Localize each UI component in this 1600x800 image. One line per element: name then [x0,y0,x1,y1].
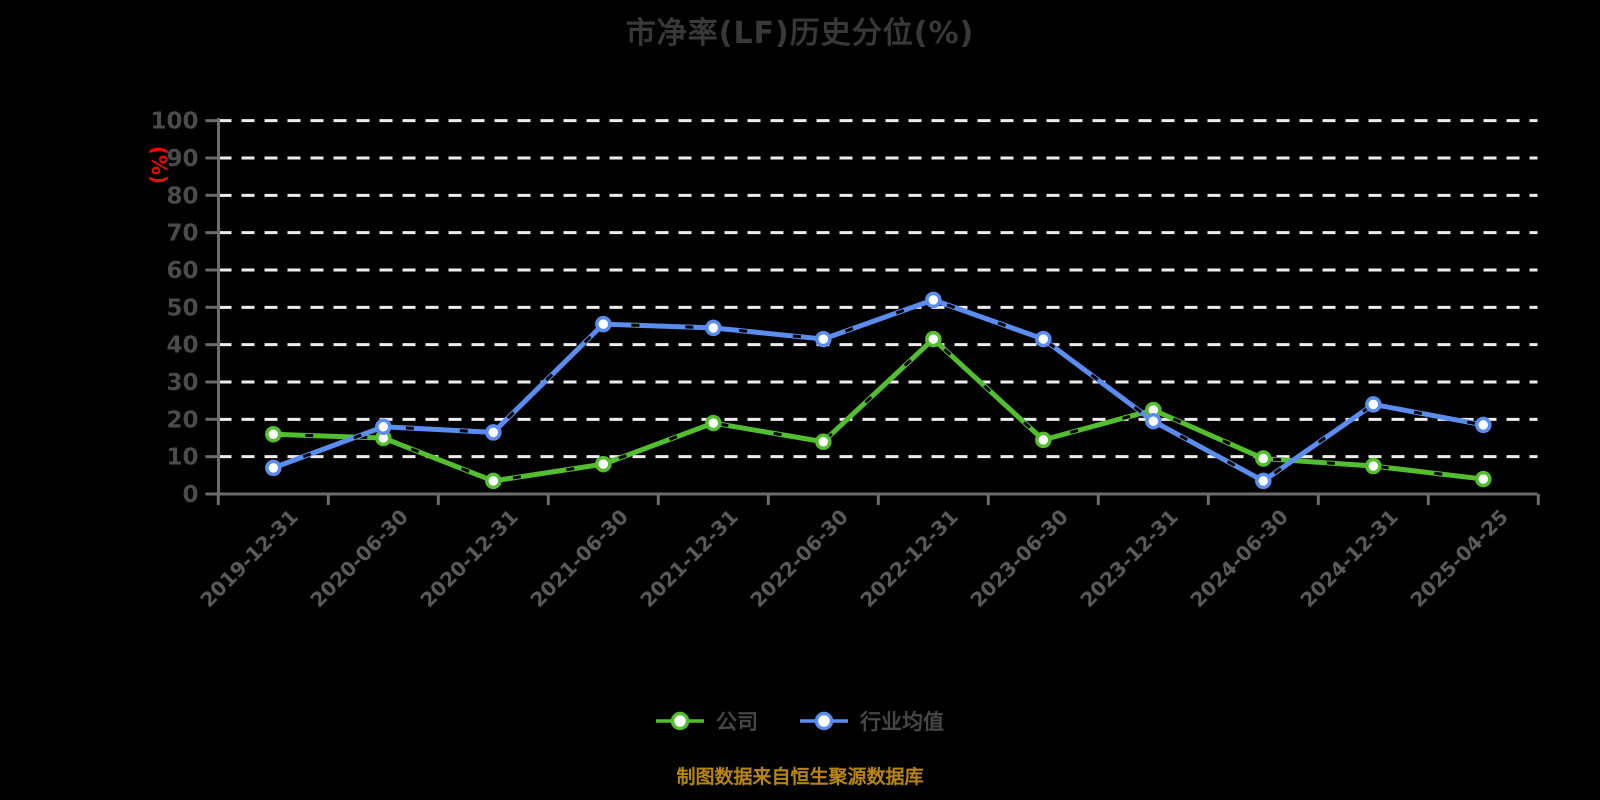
data-point-company[interactable] [1255,450,1272,467]
x-tick-label: 2019-12-31 [195,505,302,612]
y-tick-label: 60 [166,258,198,284]
data-point-company[interactable] [925,330,942,348]
company-line-marker-icon [656,711,704,731]
x-tick-label: 2021-06-30 [525,505,632,612]
legend-item-company[interactable]: 公司 [656,706,758,736]
data-point-company[interactable] [1035,431,1052,449]
y-tick-label: 70 [166,221,198,247]
data-point-company[interactable] [705,414,722,432]
data-point-company[interactable] [1365,457,1382,475]
series-line-industry-average [270,297,1486,484]
y-tick-label: 10 [166,445,198,471]
data-point-industry-average[interactable] [815,330,832,348]
data-point-company[interactable] [265,426,282,443]
x-tick-label: 2022-12-31 [855,505,962,612]
data-point-industry-average[interactable] [705,319,722,337]
data-point-company[interactable] [815,433,832,450]
y-tick-label: 20 [166,407,198,433]
x-tick-label: 2024-06-30 [1185,505,1292,612]
y-tick-label: 0 [182,482,198,508]
x-tick-label: 2020-12-31 [415,505,522,612]
data-point-company[interactable] [595,455,612,473]
y-axis-name: (%) [147,146,171,184]
data-point-industry-average[interactable] [1145,412,1162,430]
data-point-company[interactable] [1475,470,1492,488]
data-point-industry-average[interactable] [265,459,282,477]
y-tick-label: 40 [166,333,198,359]
legend-item-industry-average[interactable]: 行业均值 [800,706,944,736]
legend-label-company: 公司 [716,710,758,734]
y-tick-label: 30 [166,370,198,396]
x-tick-label: 2023-06-30 [965,505,1072,612]
legend: 公司 行业均值 [0,706,1600,736]
data-point-industry-average[interactable] [1255,472,1272,490]
data-point-industry-average[interactable] [375,418,392,436]
data-point-industry-average[interactable] [485,424,502,441]
x-tick-label: 2025-04-25 [1405,505,1512,612]
y-tick-label: 80 [166,183,198,209]
chart-title: 市净率(LF)历史分位(%) [625,16,975,51]
x-tick-label: 2022-06-30 [745,505,852,612]
y-tick-label: 50 [166,295,198,321]
y-tick-label: 100 [150,109,198,135]
x-tick-label: 2020-06-30 [305,505,412,612]
x-tick-label: 2021-12-31 [635,505,742,612]
legend-label-industry-average: 行业均值 [860,710,944,734]
series-line-company [270,336,1486,484]
data-point-company[interactable] [485,472,502,490]
x-tick-label: 2023-12-31 [1075,505,1182,612]
data-point-industry-average[interactable] [1035,330,1052,348]
data-point-industry-average[interactable] [925,291,942,309]
x-tick-label: 2024-12-31 [1295,505,1402,612]
data-point-industry-average[interactable] [1475,416,1492,434]
industry-average-line-marker-icon [800,711,848,731]
y-tick-label: 90 [166,146,198,172]
data-point-industry-average[interactable] [595,315,612,333]
data-source-note: 制图数据来自恒生聚源数据库 [676,766,924,788]
data-point-industry-average[interactable] [1365,396,1382,413]
